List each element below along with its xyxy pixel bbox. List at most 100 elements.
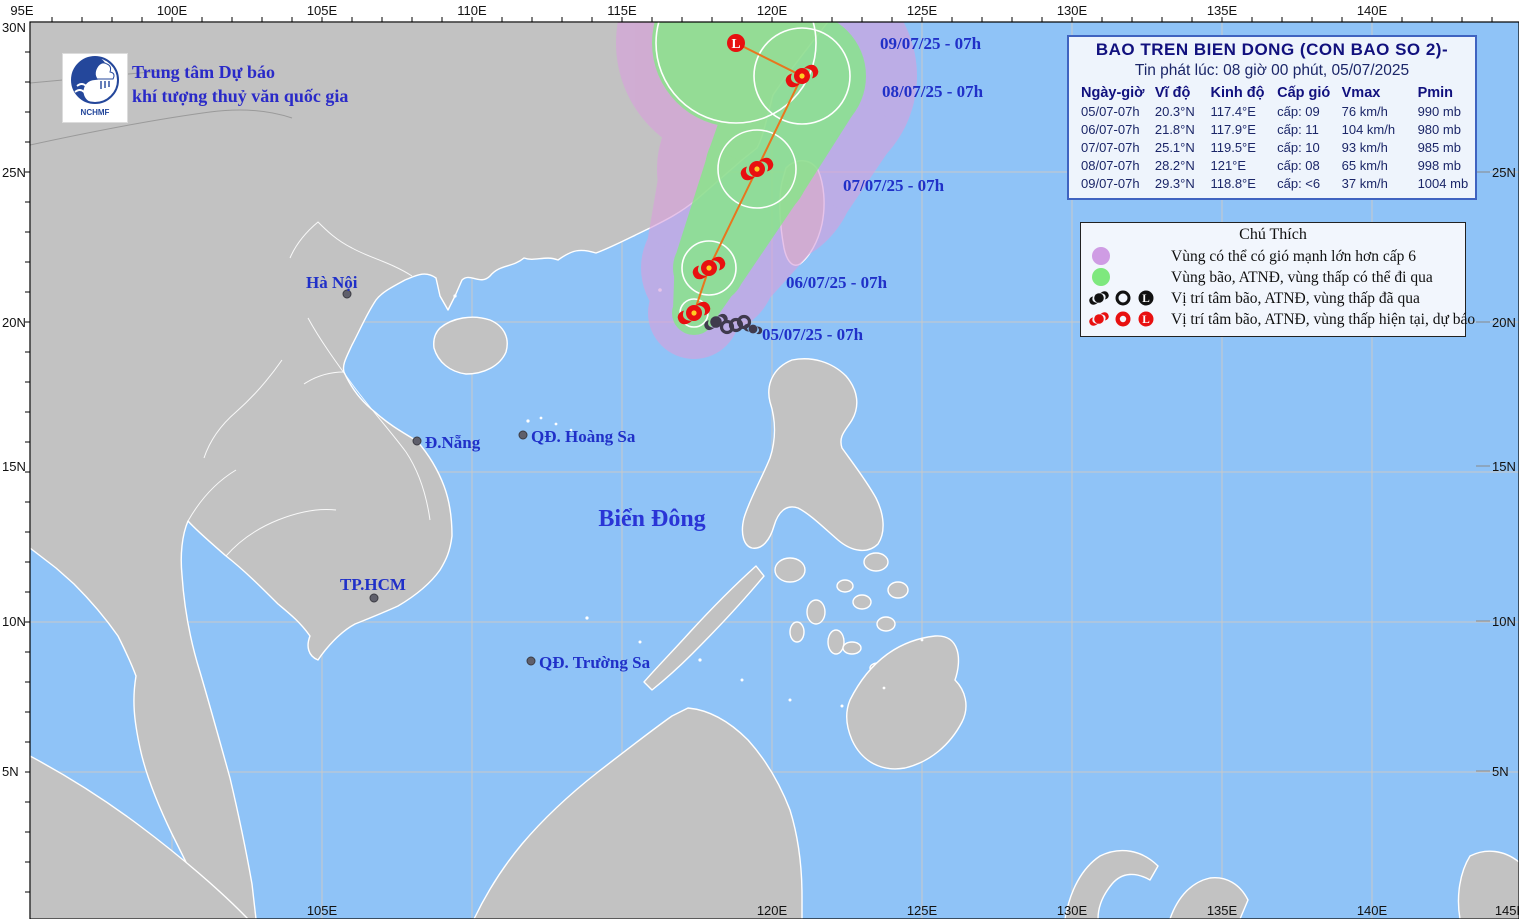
city-label: Hà Nội bbox=[306, 273, 358, 292]
storm-info-issued: Tin phát lúc: 08 giờ 00 phút, 05/07/2025 bbox=[1134, 62, 1410, 79]
island bbox=[789, 621, 805, 643]
table-cell: 06/07-07h bbox=[1081, 121, 1140, 137]
top-axis-label: 115E bbox=[607, 3, 637, 18]
typhoon-symbol bbox=[1089, 291, 1109, 305]
coastline-luzon bbox=[741, 358, 884, 551]
info-col-header: Cấp gió bbox=[1277, 85, 1331, 101]
top-axis-label: 110E bbox=[457, 3, 487, 18]
island bbox=[876, 616, 896, 632]
table-cell: 990 mb bbox=[1417, 103, 1461, 119]
legend-item-label: Vùng bão, ATNĐ, vùng thấp có thể đi qua bbox=[1171, 268, 1433, 286]
coastline-sulawesi-arm bbox=[1169, 877, 1249, 919]
low-pressure-marker bbox=[1138, 311, 1154, 327]
island bbox=[827, 629, 845, 655]
uncertainty-circle bbox=[717, 129, 797, 209]
table-cell: 25.1°N bbox=[1154, 139, 1195, 155]
city-dot bbox=[526, 656, 536, 666]
bottom-axis-label: 105E bbox=[307, 903, 338, 918]
table-cell: 37 km/h bbox=[1341, 175, 1388, 191]
agency-name-line2: khí tượng thuỷ văn quốc gia bbox=[132, 86, 349, 106]
low-pressure-letter: L bbox=[1142, 293, 1150, 305]
legend-item: Vùng có thể có gió mạnh lớn hơn cấp 6 bbox=[1087, 246, 1459, 267]
bottom-axis-label: 125E bbox=[907, 903, 938, 918]
typhoon-symbol bbox=[743, 323, 763, 335]
table-cell: cấp: 11 bbox=[1277, 121, 1319, 137]
table-cell: cấp: 10 bbox=[1277, 139, 1320, 155]
table-cell: 980 mb bbox=[1417, 121, 1461, 137]
agency-name: Trung tâm Dự báo khí tượng thuỷ văn quốc… bbox=[132, 60, 348, 108]
map-frame bbox=[29, 21, 1519, 919]
island-sulu bbox=[842, 641, 862, 655]
track-date-label: 07/07/25 - 07h bbox=[843, 176, 945, 195]
info-col-header: Vmax bbox=[1341, 85, 1381, 101]
right-axis-label: 15N bbox=[1492, 459, 1516, 474]
country-borders bbox=[187, 221, 431, 557]
left-axis-label: 5N bbox=[2, 764, 19, 779]
table-row: 08/07-07h 28.2°N 121°E cấp: 08 65 km/h 998 mb bbox=[1079, 156, 1475, 174]
table-cell: 09/07-07h bbox=[1081, 175, 1140, 191]
right-axis-label: 25N bbox=[1492, 165, 1516, 180]
table-cell: 998 mb bbox=[1417, 157, 1461, 173]
top-margin bbox=[0, 0, 1519, 22]
table-cell: 985 mb bbox=[1417, 139, 1461, 155]
legend-item: L Vị trí tâm bão, ATNĐ, vùng thấp hiện tạ… bbox=[1087, 309, 1475, 330]
nchmf-logo: NCHMF bbox=[62, 53, 128, 123]
storm-markers: L bbox=[677, 34, 819, 335]
table-cell: cấp: 09 bbox=[1277, 103, 1320, 119]
bottom-axis-label: 140E bbox=[1357, 903, 1388, 918]
table-cell: 20.3°N bbox=[1154, 103, 1195, 119]
agency-name-line1: Trung tâm Dự báo bbox=[132, 62, 275, 82]
table-row: 05/07-07h 20.3°N 117.4°E cấp: 09 76 km/h 990 … bbox=[1079, 102, 1475, 120]
axis-labels: 95E 100E 105E 110E 115E 120E 125E 130E 135E 140E 3… bbox=[2, 3, 1493, 893]
coastline-sulawesi bbox=[1064, 849, 1159, 919]
storm-passage-area bbox=[652, 22, 866, 335]
ring-hole bbox=[1119, 315, 1127, 323]
table-row: 09/07-07h 29.3°N 118.8°E cấp: <6 37 km/h 1004… bbox=[1079, 174, 1475, 192]
nchmf-logo-text: NCHMF bbox=[80, 108, 110, 117]
info-col-header: Ngày-giờ bbox=[1081, 85, 1145, 101]
low-pressure-marker bbox=[727, 34, 745, 52]
low-pressure-marker bbox=[1138, 290, 1154, 306]
info-col-header: Vĩ độ bbox=[1154, 85, 1191, 101]
info-col-header: Pmin bbox=[1417, 85, 1454, 101]
past-position-ring bbox=[728, 317, 744, 333]
table-cell: 28.2°N bbox=[1154, 157, 1195, 173]
island bbox=[852, 594, 872, 610]
table-cell: 119.5°E bbox=[1210, 139, 1256, 155]
swath-segment bbox=[673, 256, 744, 320]
legend-item-label: Vị trí tâm bão, ATNĐ, vùng thấp hiện tại… bbox=[1171, 310, 1476, 328]
typhoon-eye bbox=[691, 310, 697, 316]
typhoon-symbol bbox=[740, 157, 774, 181]
uncertainty-circle bbox=[655, 22, 817, 124]
typhoon-eye bbox=[799, 73, 805, 79]
city-label: Đ.Nẵng bbox=[425, 433, 481, 452]
table-cell: 1004 mb bbox=[1417, 175, 1469, 191]
city-label: QĐ. Hoàng Sa bbox=[531, 427, 636, 446]
coastline-halmahera bbox=[1457, 850, 1519, 919]
table-row: 07/07-07h 25.1°N 119.5°E cấp: 10 93 km/h 985 … bbox=[1079, 138, 1475, 156]
table-row: 06/07-07h 21.8°N 117.9°E cấp: 11 104 km/h 980… bbox=[1079, 120, 1475, 138]
table-cell: 08/07-07h bbox=[1081, 157, 1140, 173]
swath-segment bbox=[676, 146, 804, 284]
table-cell: 104 km/h bbox=[1341, 121, 1396, 137]
uncertainty-circle bbox=[753, 27, 851, 125]
storm-info-title: BAO TREN BIEN DONG (CON BAO SO 2)- bbox=[1095, 40, 1449, 59]
island bbox=[836, 579, 854, 593]
table-cell: 76 km/h bbox=[1341, 103, 1388, 119]
legend-item-label: Vị trí tâm bão, ATNĐ, vùng thấp đã qua bbox=[1171, 289, 1420, 307]
table-cell: 117.9°E bbox=[1210, 121, 1256, 137]
table-cell: 29.3°N bbox=[1154, 175, 1195, 191]
green-area-icon bbox=[1092, 268, 1110, 286]
table-cell: cấp: <6 bbox=[1277, 175, 1321, 191]
coastline-hainan bbox=[433, 316, 508, 375]
info-table: Ngày-giờ Vĩ độ Kinh độ Cấp gió Vmax Pmin 05/0… bbox=[1079, 84, 1475, 192]
info-table-header: Ngày-giờ Vĩ độ Kinh độ Cấp gió Vmax Pmin bbox=[1079, 84, 1475, 102]
purple-area-icon bbox=[1092, 247, 1110, 265]
low-pressure-letter: L bbox=[731, 36, 740, 51]
swath-segment bbox=[698, 22, 830, 134]
past-position-ring bbox=[719, 319, 735, 335]
table-cell: 21.8°N bbox=[1154, 121, 1195, 137]
top-axis-label: 135E bbox=[1207, 3, 1238, 18]
coastline-mainland-asia bbox=[30, 22, 829, 919]
table-cell: 118.8°E bbox=[1210, 175, 1256, 191]
